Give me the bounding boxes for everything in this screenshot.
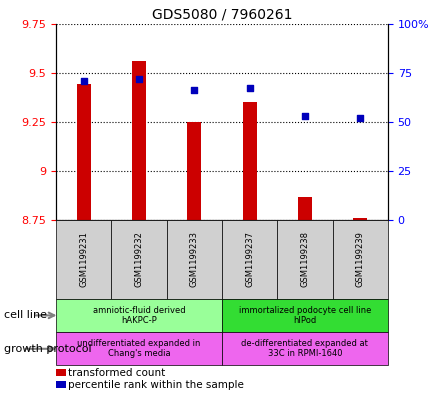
Bar — [111, 220, 166, 299]
Bar — [187, 122, 201, 220]
Bar — [77, 84, 90, 220]
Text: cell line: cell line — [4, 310, 47, 320]
Text: percentile rank within the sample: percentile rank within the sample — [68, 380, 243, 390]
Bar — [353, 218, 366, 220]
Bar — [221, 299, 387, 332]
Bar — [166, 220, 221, 299]
Point — [356, 115, 363, 121]
Bar — [276, 220, 332, 299]
Bar — [297, 196, 311, 220]
Text: transformed count: transformed count — [68, 368, 165, 378]
Text: GSM1199231: GSM1199231 — [79, 231, 88, 287]
Text: GSM1199238: GSM1199238 — [300, 231, 309, 287]
Bar — [221, 332, 387, 365]
Bar — [242, 102, 256, 220]
Title: GDS5080 / 7960261: GDS5080 / 7960261 — [151, 7, 292, 21]
Bar — [56, 299, 221, 332]
Bar — [332, 220, 387, 299]
Point — [190, 87, 197, 94]
Text: growth protocol: growth protocol — [4, 344, 92, 354]
Point — [135, 75, 142, 82]
Text: immortalized podocyte cell line
hIPod: immortalized podocyte cell line hIPod — [238, 306, 370, 325]
Bar — [132, 61, 146, 220]
Text: amniotic-fluid derived
hAKPC-P: amniotic-fluid derived hAKPC-P — [92, 306, 185, 325]
Bar — [56, 332, 221, 365]
Text: GSM1199237: GSM1199237 — [245, 231, 254, 287]
Text: GSM1199232: GSM1199232 — [134, 231, 143, 287]
Text: GSM1199239: GSM1199239 — [355, 231, 364, 287]
Text: undifferentiated expanded in
Chang's media: undifferentiated expanded in Chang's med… — [77, 339, 200, 358]
Text: GSM1199233: GSM1199233 — [189, 231, 198, 287]
Point — [301, 113, 308, 119]
Point — [246, 85, 252, 92]
Bar — [56, 220, 111, 299]
Point — [80, 77, 87, 84]
Bar — [221, 220, 276, 299]
Text: de-differentiated expanded at
33C in RPMI-1640: de-differentiated expanded at 33C in RPM… — [241, 339, 368, 358]
